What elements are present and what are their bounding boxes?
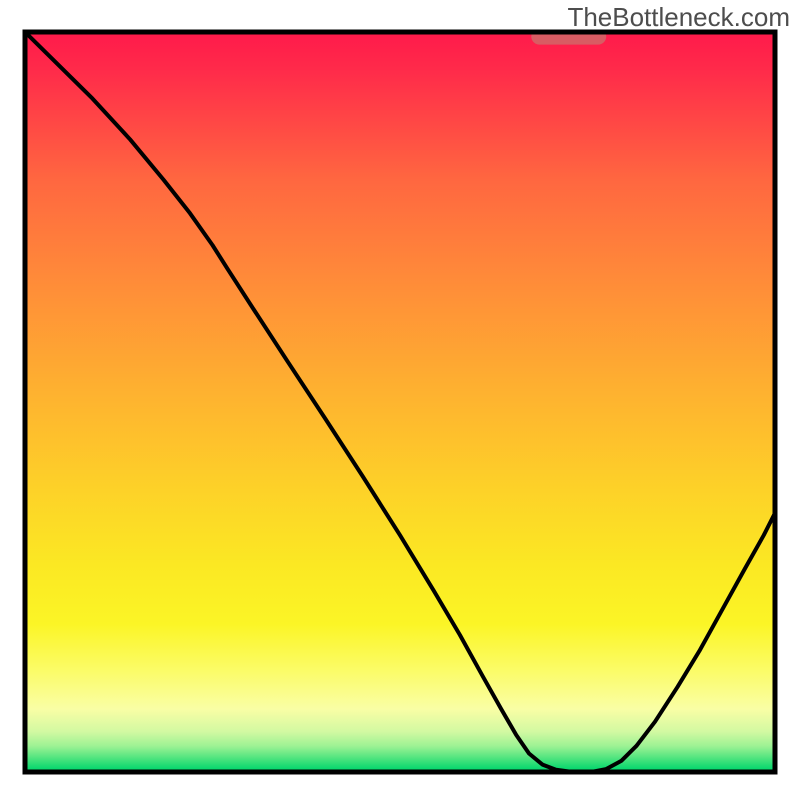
watermark: TheBottleneck.com [567, 2, 790, 32]
gradient-background [25, 32, 775, 772]
chart-container: { "watermark": { "text": "TheBottleneck.… [0, 0, 800, 800]
plot-area [25, 28, 775, 772]
bottleneck-chart: TheBottleneck.com [0, 0, 800, 800]
